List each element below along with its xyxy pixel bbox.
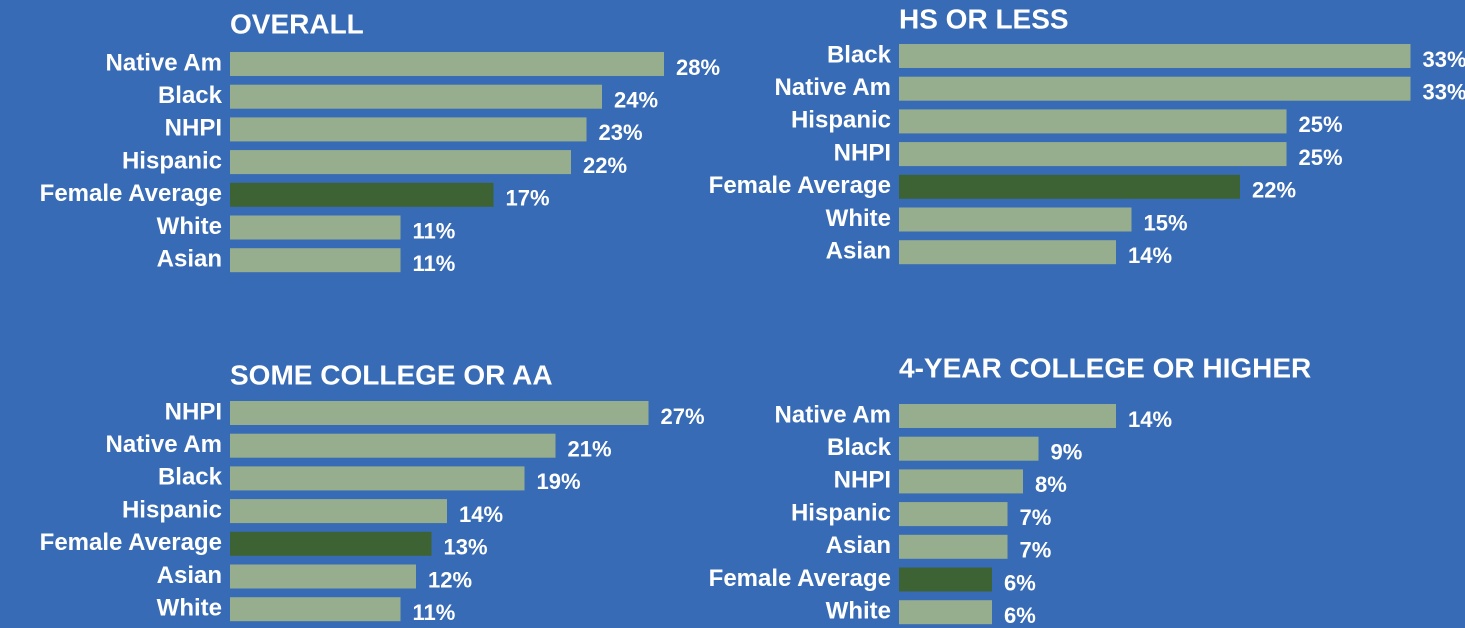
- value-label: 14%: [459, 502, 503, 527]
- bar: [230, 52, 664, 76]
- bar: [899, 142, 1287, 167]
- category-label: White: [826, 205, 891, 232]
- bar: [230, 117, 587, 142]
- bar: [899, 44, 1411, 68]
- category-label: Asian: [157, 562, 222, 589]
- category-label: NHPI: [165, 115, 222, 142]
- bar: [899, 502, 1008, 527]
- value-label: 7%: [1020, 505, 1052, 530]
- category-label: White: [157, 595, 222, 622]
- value-label: 11%: [413, 218, 456, 243]
- category-label: Hispanic: [122, 147, 222, 174]
- chart-title: HS OR LESS: [899, 3, 1069, 34]
- value-label: 22%: [1252, 178, 1296, 203]
- bar: [230, 215, 401, 240]
- bar: [230, 564, 416, 589]
- value-label: 6%: [1004, 603, 1036, 628]
- value-label: 22%: [583, 153, 627, 178]
- category-label: Female Average: [40, 180, 222, 207]
- chart-title: OVERALL: [230, 8, 364, 39]
- category-label: Hispanic: [122, 496, 222, 523]
- category-label: Female Average: [40, 529, 222, 556]
- chart-title: 4-YEAR COLLEGE OR HIGHER: [899, 352, 1311, 383]
- value-label: 11%: [413, 251, 456, 276]
- value-label: 12%: [428, 567, 472, 592]
- bar: [899, 436, 1039, 461]
- bar: [230, 248, 401, 273]
- bar: [230, 531, 432, 556]
- bar: [230, 499, 447, 524]
- category-label: Black: [827, 434, 892, 461]
- value-label: 11%: [413, 600, 456, 625]
- value-label: 8%: [1035, 472, 1067, 497]
- category-label: Asian: [157, 246, 222, 273]
- bar: [230, 84, 602, 109]
- category-label: Native Am: [775, 401, 891, 428]
- category-label: Female Average: [709, 565, 891, 592]
- bar: [899, 404, 1116, 428]
- value-label: 33%: [1423, 47, 1465, 72]
- bar: [899, 600, 992, 625]
- category-label: NHPI: [165, 398, 222, 425]
- category-label: Native Am: [775, 74, 891, 101]
- category-label: NHPI: [834, 139, 891, 166]
- value-label: 14%: [1128, 243, 1172, 268]
- value-label: 15%: [1144, 210, 1188, 235]
- value-label: 23%: [599, 120, 643, 145]
- category-label: White: [157, 213, 222, 240]
- category-label: White: [826, 598, 891, 625]
- bar: [230, 597, 401, 622]
- value-label: 28%: [676, 55, 720, 80]
- value-label: 14%: [1128, 407, 1172, 432]
- value-label: 25%: [1299, 145, 1343, 170]
- value-label: 7%: [1020, 538, 1052, 563]
- category-label: Asian: [826, 238, 891, 265]
- bar: [899, 207, 1132, 232]
- category-label: NHPI: [834, 467, 891, 494]
- bar: [230, 401, 649, 425]
- category-label: Hispanic: [791, 107, 891, 134]
- category-label: Black: [158, 82, 223, 109]
- category-label: Female Average: [709, 172, 891, 199]
- bar: [899, 240, 1116, 265]
- bar: [230, 150, 571, 175]
- bar: [230, 182, 494, 207]
- value-label: 19%: [537, 469, 581, 494]
- bar: [899, 567, 992, 592]
- bar: [230, 433, 556, 458]
- value-label: 17%: [506, 186, 550, 211]
- value-label: 9%: [1051, 440, 1083, 465]
- value-label: 6%: [1004, 570, 1036, 595]
- chart-title: SOME COLLEGE OR AA: [230, 359, 553, 390]
- value-label: 24%: [614, 88, 658, 113]
- bar: [899, 469, 1023, 494]
- value-label: 27%: [661, 404, 705, 429]
- category-label: Black: [827, 41, 892, 68]
- category-label: Native Am: [106, 431, 222, 458]
- value-label: 13%: [444, 535, 488, 560]
- bar: [899, 76, 1411, 101]
- value-label: 33%: [1423, 80, 1465, 105]
- category-label: Asian: [826, 532, 891, 559]
- category-label: Native Am: [106, 49, 222, 76]
- category-label: Hispanic: [791, 499, 891, 526]
- value-label: 21%: [568, 437, 612, 462]
- value-label: 25%: [1299, 112, 1343, 137]
- category-label: Black: [158, 464, 223, 491]
- bar: [899, 109, 1287, 134]
- bar: [230, 466, 525, 491]
- bar: [899, 174, 1240, 199]
- bar: [899, 534, 1008, 559]
